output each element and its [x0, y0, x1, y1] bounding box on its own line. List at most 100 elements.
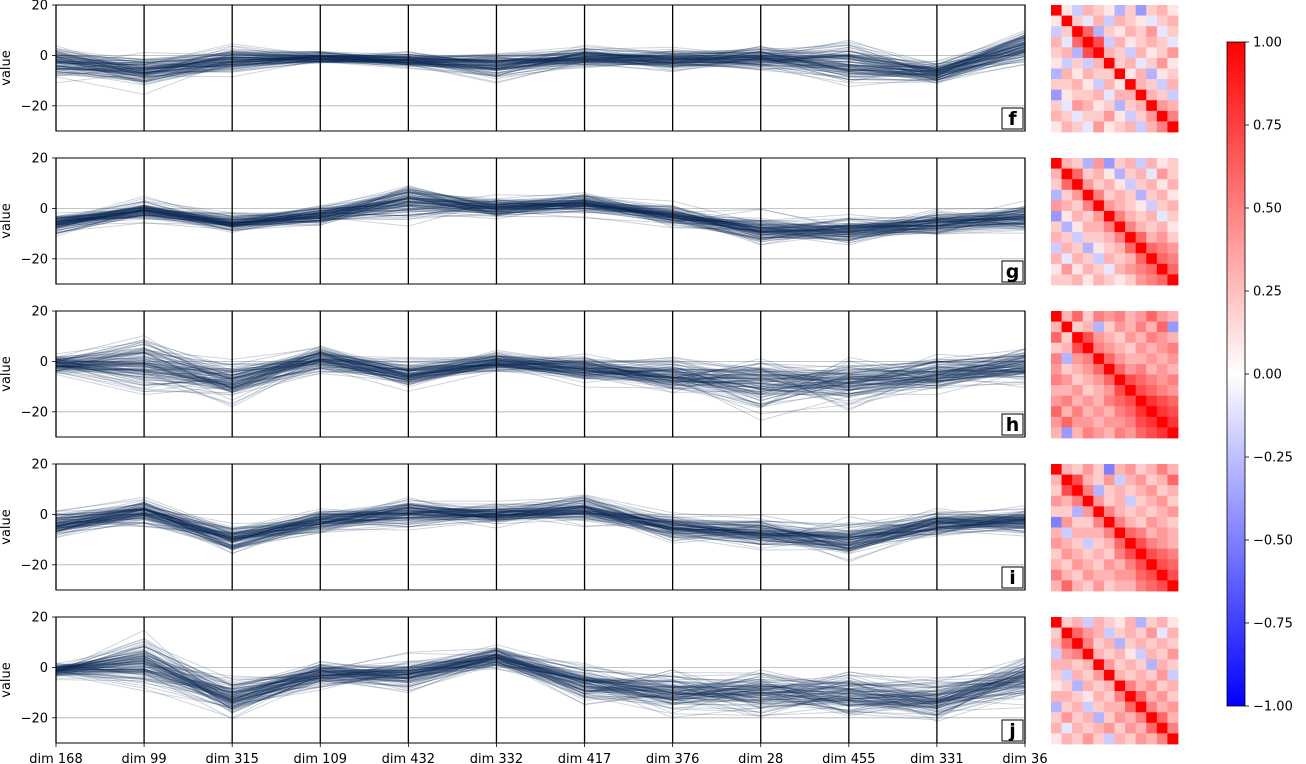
panel-j: 20 0 −20 value j: [0, 611, 1179, 745]
series-line: [55, 197, 1026, 227]
series-line: [55, 649, 1026, 707]
series-line: [55, 660, 1026, 706]
series-line: [55, 355, 1026, 386]
heatmap-cell: [1156, 179, 1168, 191]
heatmap-cell: [1061, 638, 1073, 650]
heatmap-cell: [1167, 47, 1179, 59]
series-line: [55, 505, 1026, 546]
series-line: [55, 197, 1026, 237]
series-line: [55, 658, 1026, 713]
x-tick-label: dim 28: [738, 752, 783, 764]
panel-label-box: [1001, 260, 1024, 283]
heatmap-cell: [1156, 15, 1168, 27]
heatmap-cell: [1156, 210, 1168, 222]
series-line: [55, 54, 1026, 83]
heatmap-cell: [1167, 416, 1179, 428]
series-line: [55, 51, 1026, 72]
series-line: [55, 37, 1026, 71]
heatmap-cell: [1103, 395, 1115, 407]
series-line: [55, 51, 1026, 83]
heatmap-cell: [1093, 638, 1105, 650]
series-line: [55, 507, 1026, 549]
heatmap-cell: [1051, 506, 1062, 518]
heatmap-cell: [1103, 363, 1115, 375]
series-line: [55, 662, 1026, 705]
heatmap-cell: [1146, 363, 1158, 375]
series-line: [55, 358, 1026, 395]
heatmap-cell: [1082, 516, 1094, 528]
heatmap-cell: [1135, 733, 1147, 745]
series-line: [55, 657, 1026, 703]
heatmap-cell: [1072, 36, 1084, 48]
series-line: [55, 355, 1026, 387]
heatmap-cell: [1103, 100, 1115, 112]
series-line: [55, 359, 1026, 397]
series-line: [55, 49, 1026, 79]
heatmap-cell: [1114, 374, 1126, 386]
heatmap-cell: [1114, 733, 1126, 745]
heatmap-cell: [1093, 617, 1105, 628]
heatmap-cell: [1103, 253, 1115, 265]
heatmap-cell: [1146, 416, 1158, 428]
heatmap-cell: [1082, 617, 1094, 628]
series-line: [55, 339, 1026, 372]
series-line: [55, 656, 1026, 707]
heatmap-cell: [1051, 548, 1062, 560]
heatmap-cell: [1146, 733, 1158, 745]
series-line: [55, 354, 1026, 381]
series-line: [55, 657, 1026, 710]
heatmap-cell: [1125, 89, 1137, 101]
series-line: [55, 41, 1026, 80]
series-line: [55, 191, 1026, 236]
series-line: [55, 196, 1026, 236]
series-line: [55, 197, 1026, 236]
series-line: [55, 360, 1026, 401]
heatmap-cell: [1082, 158, 1094, 169]
heatmap-cell: [1082, 406, 1094, 418]
series-line: [55, 505, 1026, 549]
heatmap-cell: [1072, 648, 1084, 660]
heatmap-cell: [1082, 100, 1094, 112]
heatmap-cell: [1156, 538, 1168, 550]
heatmap-cell: [1051, 189, 1062, 201]
heatmap-cell: [1103, 416, 1115, 428]
series-line: [55, 44, 1026, 74]
series-line: [55, 39, 1026, 78]
heatmap-cell: [1167, 89, 1179, 101]
heatmap-cell: [1072, 416, 1084, 428]
heatmap-cell: [1156, 100, 1168, 112]
heatmap-cell: [1135, 79, 1147, 91]
series-line: [55, 349, 1026, 394]
heatmap-cell: [1082, 627, 1094, 639]
series-line: [55, 347, 1026, 377]
heatmap-cell: [1061, 332, 1073, 344]
heatmap-cell: [1114, 638, 1126, 650]
series-line: [55, 353, 1026, 386]
series-line: [55, 508, 1026, 544]
heatmap-cell: [1093, 527, 1105, 539]
y-tick-label: 0: [40, 508, 48, 523]
heatmap-cell: [1061, 712, 1073, 724]
heatmap-cell: [1125, 485, 1137, 497]
heatmap-cell: [1103, 321, 1115, 333]
series-line: [55, 650, 1026, 701]
heatmap-cell: [1082, 464, 1094, 475]
heatmap-cell: [1135, 712, 1147, 724]
series-line: [55, 51, 1026, 72]
series-line: [55, 650, 1026, 704]
heatmap-cell: [1103, 353, 1115, 365]
heatmap-cell: [1125, 26, 1137, 38]
heatmap-cell: [1072, 516, 1084, 528]
series-line: [55, 660, 1026, 706]
series-line: [55, 654, 1026, 717]
series-line: [55, 349, 1026, 395]
heatmap-cell: [1146, 242, 1158, 254]
heatmap-cell: [1135, 680, 1147, 692]
series-line: [55, 42, 1026, 70]
series-line: [55, 511, 1026, 544]
heatmap-cell: [1114, 648, 1126, 660]
series-line: [55, 205, 1026, 241]
series-line: [55, 653, 1026, 707]
heatmap-cell: [1114, 506, 1126, 518]
heatmap-cell: [1135, 342, 1147, 354]
